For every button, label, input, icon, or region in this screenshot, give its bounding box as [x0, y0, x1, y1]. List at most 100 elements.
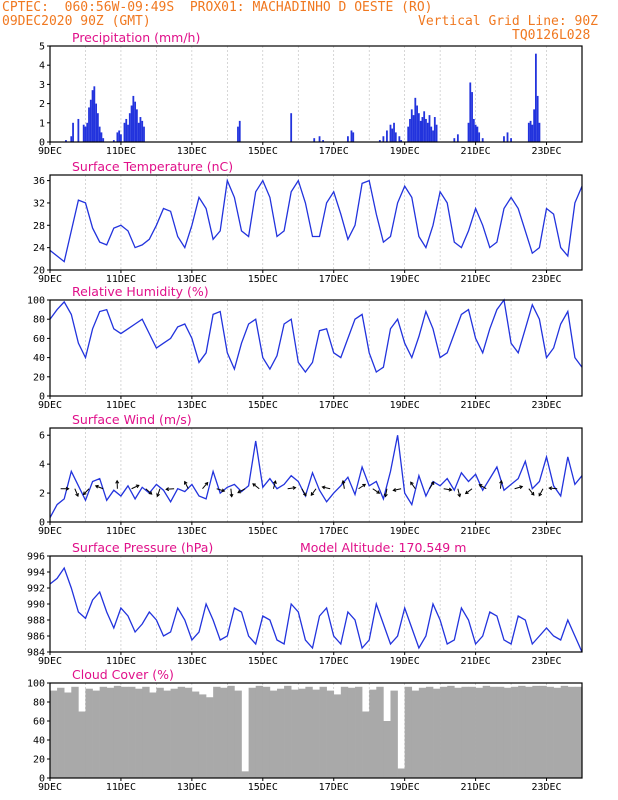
- precip-bar: [82, 124, 85, 142]
- y-tick-label: 5: [39, 42, 45, 53]
- wind-arrowhead: [252, 483, 256, 487]
- wind-arrow: [528, 488, 535, 496]
- x-tick-label: 13DEC: [177, 400, 207, 411]
- x-tick-label: 13DEC: [177, 782, 207, 793]
- wind-arrowhead: [165, 487, 170, 492]
- y-tick-label: 3: [39, 80, 45, 91]
- wind-arrow: [443, 488, 452, 491]
- wind-arrowhead: [341, 479, 346, 484]
- wind-arrow: [287, 487, 296, 490]
- series-line: [49, 178, 583, 263]
- y-tick-label: 28: [33, 221, 45, 232]
- precip-bar: [347, 136, 349, 142]
- precip-bar: [400, 140, 403, 142]
- wind-arrow: [549, 487, 558, 490]
- x-tick-label: 21DEC: [461, 656, 491, 667]
- wind-arrowhead: [237, 489, 242, 494]
- wind-arrowhead: [376, 490, 381, 494]
- y-tick-label: 0: [39, 138, 45, 149]
- wind-arrow: [166, 488, 175, 490]
- precip-bar: [143, 126, 145, 142]
- cloud-bar: [170, 688, 178, 778]
- cloud-bar: [298, 688, 306, 778]
- precip-bar: [393, 122, 395, 142]
- y-tick-label: 20: [33, 266, 45, 277]
- wind-arrowhead: [457, 493, 462, 498]
- cloud-bar: [560, 685, 569, 778]
- x-tick-label: 15DEC: [248, 400, 278, 411]
- cloud-bar: [50, 690, 58, 778]
- x-tick-label: 17DEC: [319, 274, 349, 285]
- y-tick-label: 80: [33, 698, 45, 709]
- cloud-bar: [135, 688, 143, 778]
- header-grid-note: Vertical Grid Line: 90Z: [418, 14, 599, 29]
- x-tick-label: 23DEC: [531, 400, 561, 411]
- precip-bar: [425, 118, 427, 142]
- precip-bar: [139, 117, 142, 142]
- wind-arrowhead: [75, 493, 79, 497]
- panel-title: Cloud Cover (%): [72, 667, 174, 682]
- cloud-bar: [447, 685, 455, 778]
- precip-bar: [469, 82, 472, 142]
- panel-frame: [49, 45, 583, 143]
- cloud-bar: [198, 694, 207, 778]
- precip-bar: [503, 136, 505, 142]
- wind-arrow: [237, 488, 246, 494]
- cloud-bar: [404, 686, 413, 778]
- y-tick-label: 0: [39, 518, 45, 529]
- x-tick-label: 19DEC: [390, 526, 420, 537]
- precip-bar: [419, 120, 422, 142]
- wind-arrow: [538, 488, 544, 497]
- panel-title: Relative Humidity (%): [72, 284, 209, 299]
- precip-bar: [478, 132, 481, 142]
- cloud-bar: [284, 685, 292, 778]
- wind-arrowhead: [148, 491, 153, 495]
- y-tick-label: 1: [39, 118, 45, 129]
- wind-arrowhead: [448, 487, 453, 492]
- precip-bar: [112, 140, 115, 142]
- precip-bar: [322, 140, 324, 142]
- x-tick-label: 15DEC: [248, 146, 278, 157]
- y-tick-label: 0: [39, 392, 45, 403]
- panel-1: [47, 174, 583, 273]
- precip-bar: [100, 132, 103, 142]
- cloud-bar: [511, 686, 519, 778]
- panel-frame: [49, 427, 583, 523]
- x-tick-label: 17DEC: [319, 526, 349, 537]
- series-line: [49, 298, 583, 374]
- precip-bar: [89, 99, 92, 142]
- y-tick-label: 6: [39, 431, 45, 442]
- precip-bar: [391, 128, 394, 142]
- x-tick-label: 15DEC: [248, 656, 278, 667]
- precip-bar: [432, 130, 434, 142]
- panel-3: [47, 427, 583, 525]
- y-tick-label: 990: [27, 600, 45, 611]
- cloud-bar: [241, 771, 249, 778]
- cloud-bar: [355, 686, 363, 778]
- precip-bar: [527, 122, 530, 142]
- y-tick-label: 40: [33, 736, 45, 747]
- wind-arrow: [499, 480, 502, 489]
- wind-arrow: [95, 485, 104, 490]
- precip-bar: [407, 126, 410, 142]
- cloud-bar: [191, 691, 200, 778]
- wind-arrow: [184, 481, 189, 489]
- panel-5: [47, 682, 583, 781]
- panel-frame: [49, 174, 583, 271]
- cloud-bar: [64, 692, 72, 778]
- x-tick-label: 19DEC: [390, 656, 420, 667]
- cloud-bar: [269, 690, 278, 778]
- precip-bar: [77, 118, 80, 142]
- wind-arrow: [310, 488, 317, 496]
- wind-arrowhead: [65, 486, 70, 491]
- wind-arrow: [393, 488, 402, 491]
- x-tick-label: 15DEC: [248, 274, 278, 285]
- cloud-bar: [262, 686, 271, 778]
- wind-arrowhead: [273, 480, 277, 485]
- x-tick-label: 23DEC: [531, 274, 561, 285]
- cloud-bar: [227, 685, 235, 778]
- precip-bar: [412, 115, 415, 142]
- cloud-bar: [440, 686, 448, 778]
- precip-bar: [409, 118, 411, 142]
- precip-bar: [471, 92, 473, 142]
